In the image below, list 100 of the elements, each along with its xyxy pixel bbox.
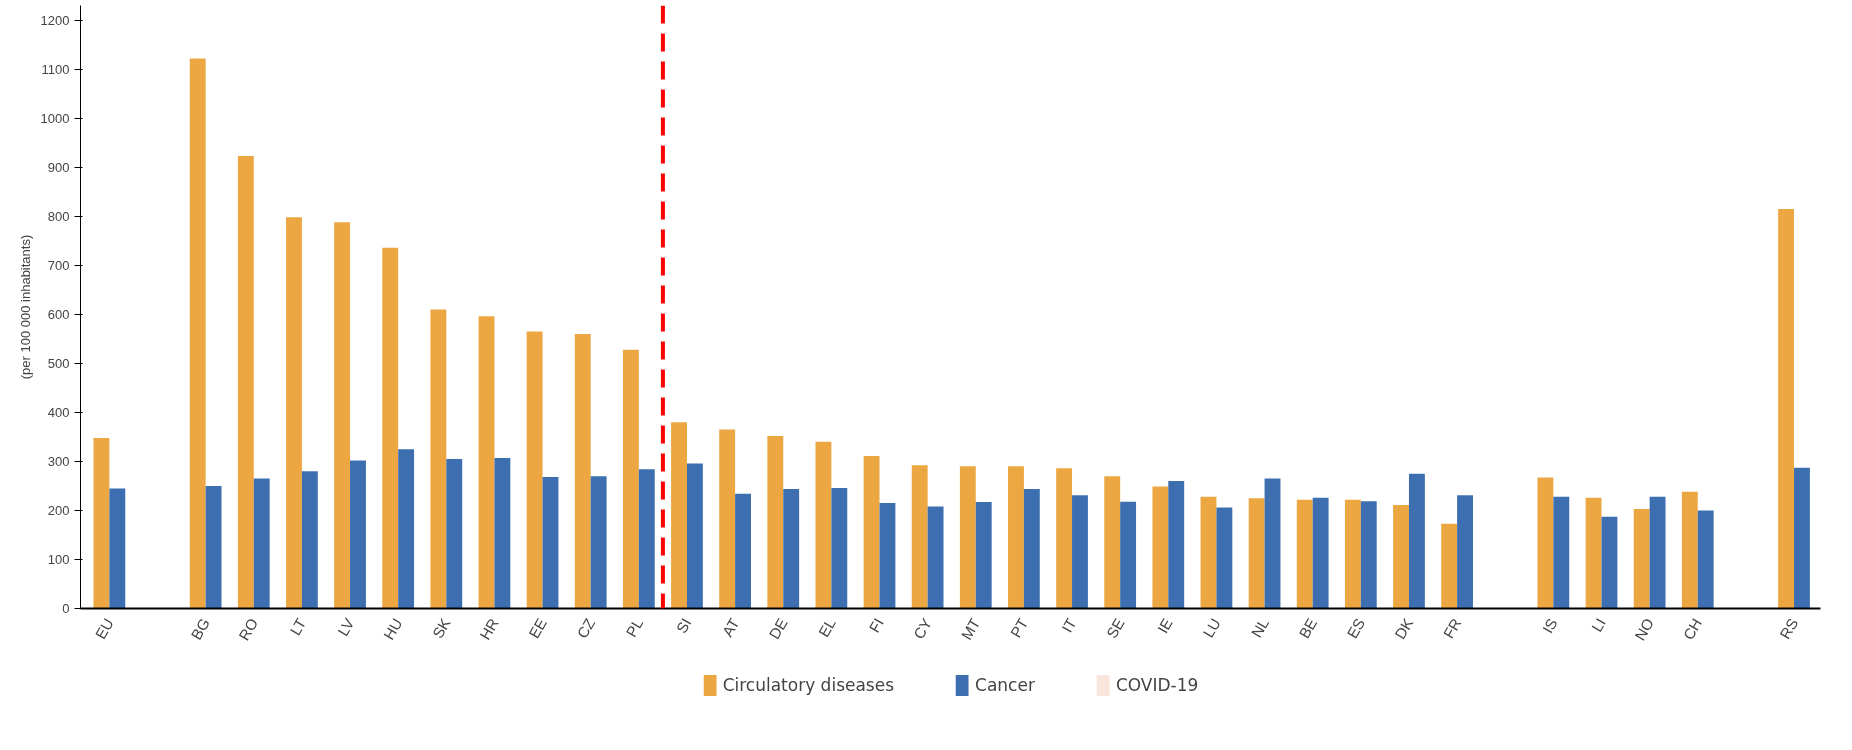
- bar: [1553, 496, 1570, 609]
- x-tick-label: IE: [1153, 615, 1176, 637]
- x-tick-label: HU: [379, 615, 406, 643]
- bar: [1216, 507, 1233, 609]
- y-tick-label: 500: [47, 355, 70, 371]
- y-tick-label: 800: [47, 208, 70, 224]
- x-tick-label: PT: [1006, 615, 1032, 641]
- x-tick-label: CH: [1679, 615, 1706, 643]
- bar: [350, 460, 366, 609]
- x-tick-label: PL: [622, 615, 647, 640]
- bar: [590, 476, 607, 609]
- bar: [1312, 497, 1329, 609]
- bar: [1585, 497, 1602, 609]
- legend-label: Cancer: [975, 675, 1035, 695]
- bar: [205, 485, 222, 609]
- x-tick-label: NO: [1631, 615, 1657, 644]
- bar: [815, 441, 832, 609]
- x-tick-label: RO: [235, 615, 262, 644]
- bar: [574, 333, 591, 609]
- x-tick-label: HR: [476, 615, 502, 643]
- x-tick-label: LU: [1199, 615, 1224, 641]
- x-tick-label: DK: [1391, 615, 1417, 642]
- bar: [1360, 501, 1377, 609]
- bar: [253, 478, 270, 609]
- bar: [1794, 467, 1810, 609]
- bar: [1649, 496, 1666, 609]
- x-tick-label: EU: [91, 615, 117, 642]
- bar: [382, 247, 399, 609]
- bar: [719, 429, 736, 609]
- x-tick-label: EE: [525, 615, 550, 642]
- bar: [1200, 496, 1217, 609]
- bar: [1008, 466, 1024, 609]
- x-tick-label: IT: [1058, 615, 1080, 636]
- y-axis-title: (per 100 000 inhabitants): [17, 234, 33, 380]
- y-tick-label: 1100: [41, 61, 70, 77]
- x-tick-label: SI: [672, 615, 695, 637]
- legend-label: COVID-19: [1115, 675, 1199, 695]
- bar: [446, 458, 463, 609]
- bar: [526, 331, 543, 609]
- bar: [1104, 476, 1121, 609]
- bar: [1056, 468, 1073, 609]
- x-tick-label: DE: [765, 615, 791, 642]
- y-tick-label: 1200: [40, 12, 70, 28]
- x-tick-label: SE: [1102, 615, 1128, 642]
- y-tick-label: 1000: [40, 110, 70, 126]
- x-tick-label: AT: [718, 615, 743, 640]
- x-tick-label: BG: [187, 615, 214, 643]
- bar: [1393, 505, 1409, 609]
- x-tick-label: FR: [1439, 615, 1465, 642]
- bar: [1601, 516, 1618, 609]
- x-tick-label: LV: [334, 615, 358, 639]
- x-tick-label: LI: [1587, 615, 1609, 635]
- bar: [622, 349, 639, 609]
- y-tick-label: 400: [47, 404, 70, 420]
- bar: [1633, 508, 1650, 609]
- bar: [542, 477, 559, 609]
- y-tick-label: 0: [62, 601, 70, 616]
- x-tick-label: RS: [1776, 615, 1802, 642]
- legend-label: Circulatory diseases: [722, 675, 895, 695]
- bar: [1264, 478, 1281, 609]
- bar: [1697, 510, 1714, 609]
- bar: [237, 156, 254, 609]
- bar: [1023, 488, 1040, 609]
- bar: [109, 488, 126, 609]
- bar: [783, 488, 800, 609]
- bar: [286, 217, 302, 609]
- bar: [638, 469, 655, 609]
- y-tick-label: 200: [47, 502, 70, 518]
- bar: [334, 222, 351, 609]
- bar: [1778, 208, 1795, 609]
- y-tick-label: 900: [47, 159, 70, 175]
- bar: [975, 502, 992, 609]
- bar: [1344, 499, 1361, 609]
- bar: [1072, 495, 1088, 609]
- bar: [1408, 473, 1425, 609]
- x-tick-label: ES: [1343, 615, 1369, 642]
- bar: [1441, 523, 1458, 609]
- x-tick-label: FI: [865, 615, 887, 636]
- bar: [1296, 499, 1313, 609]
- x-tick-label: LT: [286, 615, 310, 638]
- bar: [478, 316, 495, 609]
- y-tick-label: 100: [47, 551, 70, 567]
- x-tick-label: EL: [814, 615, 839, 640]
- x-tick-label: CZ: [573, 615, 599, 642]
- bar: [686, 463, 703, 609]
- y-tick-label: 300: [47, 453, 70, 469]
- bar: [93, 437, 110, 609]
- bar: [863, 456, 880, 609]
- x-tick-label: MT: [957, 615, 984, 643]
- x-tick-label: SK: [428, 615, 454, 642]
- bar: [430, 309, 447, 609]
- bar: [494, 458, 511, 609]
- bar: [398, 449, 415, 609]
- bar: [927, 506, 944, 609]
- y-tick-label: 600: [47, 306, 70, 322]
- bar: [831, 487, 848, 609]
- bar: [1248, 498, 1265, 609]
- bar: [1537, 477, 1554, 609]
- x-tick-label: BE: [1295, 615, 1321, 642]
- bar: [189, 58, 206, 609]
